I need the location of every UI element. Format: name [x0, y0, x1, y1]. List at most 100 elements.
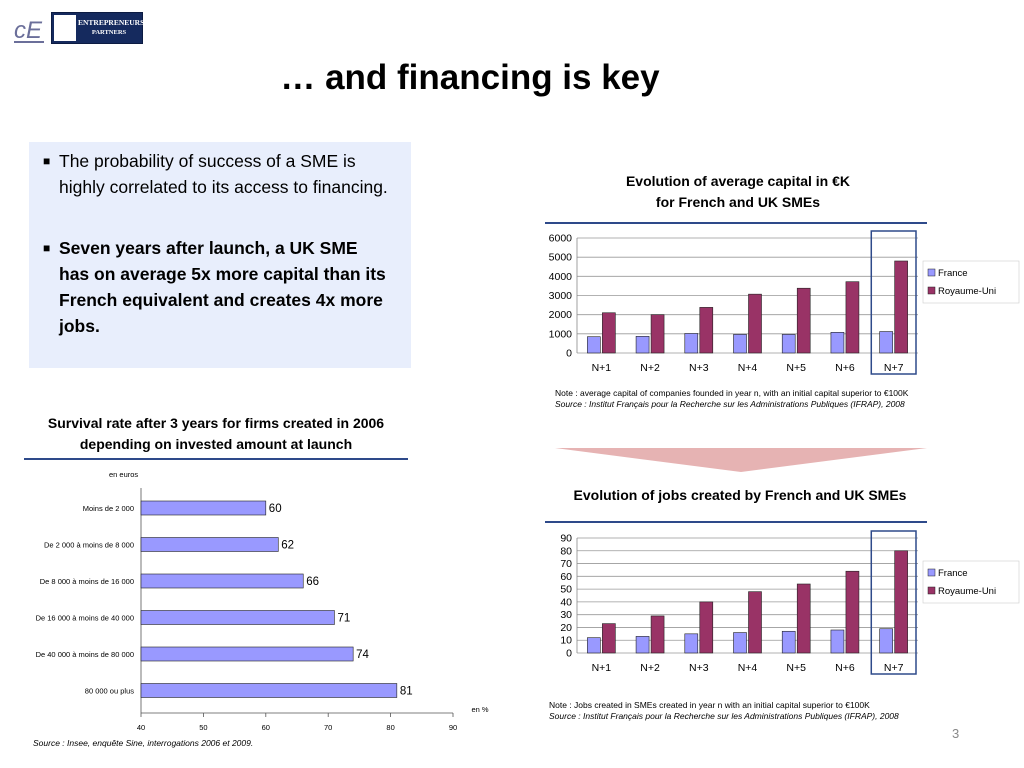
jobs-bar [879, 628, 893, 654]
capital-bar [894, 260, 908, 354]
capital-ytick-label: 2000 [549, 309, 573, 321]
jobs-bar [733, 632, 747, 654]
jobs-bar [602, 623, 616, 654]
survival-category-label: 80 000 ou plus [85, 687, 134, 696]
capital-title-rule [545, 222, 927, 224]
capital-ytick-label: 4000 [549, 271, 573, 283]
entrepreneurs-partners-logo: ENTREPRENEURS PARTNERS [51, 12, 145, 44]
survival-value-label: 60 [269, 503, 282, 515]
capital-bar [796, 287, 811, 354]
survival-xtick-label: 90 [449, 723, 457, 732]
survival-chart-title: Survival rate after 3 years for firms cr… [24, 413, 408, 455]
survival-value-label: 66 [306, 576, 319, 588]
bullet-square-icon: ■ [43, 241, 51, 255]
survival-title-rule [24, 458, 408, 460]
jobs-ytick-label: 10 [560, 635, 572, 647]
jobs-ytick-label: 20 [560, 622, 572, 634]
capital-category-label: N+4 [738, 362, 758, 374]
jobs-category-label: N+2 [640, 662, 660, 674]
capital-legend-swatch [927, 286, 936, 295]
survival-source: Source : Insee, enquête Sine, interrogat… [33, 738, 254, 748]
survival-xtick-label: 40 [137, 723, 145, 732]
survival-xtick-label: 50 [199, 723, 207, 732]
jobs-legend [922, 560, 1020, 604]
capital-legend-label: France [938, 268, 968, 279]
jobs-bar [845, 570, 860, 654]
capital-title-line1: Evolution of average capital in €K [625, 173, 851, 189]
capital-category-label: N+7 [884, 362, 904, 374]
survival-xtick-label: 70 [324, 723, 332, 732]
capital-bar-chart: 0 1000 2000 3000 4000 5000 6000 N+1 N+2 N+3 N+4 N+5… [549, 230, 1020, 375]
jobs-bar [699, 601, 714, 654]
jobs-bar [587, 637, 601, 654]
capital-bar [587, 336, 601, 354]
capital-ytick-label: 1000 [549, 328, 573, 340]
survival-title-line1: Survival rate after 3 years for firms cr… [47, 415, 385, 431]
capital-bar [830, 332, 845, 354]
jobs-ytick-label: 30 [560, 609, 572, 621]
page-number: 3 [952, 726, 960, 741]
capital-chart-title: Evolution of average capital in €K for F… [560, 171, 916, 213]
capital-bar [879, 331, 893, 354]
survival-ylabel: en euros [109, 470, 138, 479]
jobs-title-rule [545, 521, 927, 523]
survival-title-line2: depending on invested amount at launch [79, 436, 353, 452]
jobs-ytick-label: 50 [560, 584, 572, 596]
capital-note: Note : average capital of companies foun… [555, 388, 909, 398]
jobs-chart-title: Evolution of jobs created by French and … [573, 487, 907, 503]
bullet-panel [29, 142, 411, 368]
survival-bar-chart: en euros 40 50 60 70 80 90 en % Moins de 2 000 60… [36, 470, 489, 732]
survival-value-label: 74 [356, 649, 369, 661]
logo-figure-icon [54, 15, 76, 41]
bullet-text: Seven years after launch, a UK SME has o… [59, 238, 386, 336]
capital-legend [922, 260, 1020, 304]
logo-line1: ENTREPRENEURS [78, 18, 145, 27]
logo-line2: PARTNERS [91, 29, 127, 36]
jobs-note-block: Note : Jobs created in SMEs created in y… [549, 700, 929, 722]
jobs-category-label: N+4 [738, 662, 758, 674]
jobs-ytick-label: 70 [560, 558, 572, 570]
jobs-bar [650, 615, 665, 654]
capital-bar [684, 333, 699, 354]
capital-source: Source : Institut Français pour la Reche… [555, 399, 905, 409]
capital-bar [781, 334, 796, 354]
jobs-legend-label: Royaume-Uni [938, 586, 996, 597]
capital-category-label: N+3 [689, 362, 709, 374]
capital-legend-label: Royaume-Uni [938, 286, 996, 297]
jobs-legend-label: France [938, 568, 968, 579]
jobs-ytick-label: 90 [560, 533, 572, 545]
capital-note-block: Note : average capital of companies foun… [555, 388, 930, 410]
jobs-bar [830, 629, 845, 654]
capital-ytick-label: 0 [566, 348, 572, 360]
survival-category-label: Moins de 2 000 [83, 504, 134, 513]
bullet-square-icon: ■ [43, 154, 51, 168]
bullet-item: ■ Seven years after launch, a UK SME has… [43, 235, 389, 339]
jobs-bar [635, 636, 650, 654]
jobs-source: Source : Institut Français pour la Reche… [549, 711, 899, 721]
jobs-bar [796, 583, 811, 654]
bullet-item: ■ The probability of success of a SME is… [43, 148, 389, 200]
jobs-category-label: N+7 [884, 662, 904, 674]
survival-value-label: 81 [400, 686, 413, 698]
survival-value-label: 71 [337, 613, 350, 625]
capital-ytick-label: 5000 [549, 252, 573, 264]
survival-category-label: De 8 000 à moins de 16 000 [40, 577, 134, 586]
survival-bar [140, 683, 398, 698]
down-arrow-shape [555, 448, 927, 472]
slide-title: … and financing is key [280, 58, 660, 97]
survival-xtick-label: 60 [262, 723, 270, 732]
capital-category-label: N+2 [640, 362, 660, 374]
ce-logo-text: cE [14, 17, 43, 44]
jobs-category-label: N+6 [835, 662, 855, 674]
capital-bar [699, 307, 714, 354]
survival-category-label: De 16 000 à moins de 40 000 [36, 614, 134, 623]
survival-value-label: 62 [281, 540, 294, 552]
jobs-ytick-label: 0 [566, 648, 572, 660]
capital-bar [733, 334, 747, 354]
capital-ytick-label: 3000 [549, 290, 573, 302]
jobs-highlight-box [870, 530, 917, 675]
capital-bar [650, 314, 665, 354]
jobs-bar [894, 550, 908, 654]
jobs-bar [748, 591, 762, 654]
